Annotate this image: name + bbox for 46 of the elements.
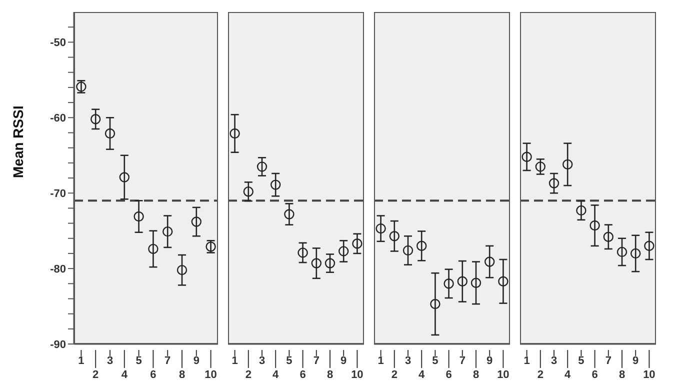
x-tick-label: 6 [446, 369, 452, 381]
x-tick-label: 4 [418, 369, 426, 381]
x-tick-label: 7 [313, 355, 320, 367]
x-tick-label: 1 [232, 355, 238, 367]
x-tick-label: 8 [618, 369, 626, 381]
x-tick-label: 5 [136, 355, 142, 367]
x-tick-label: 6 [592, 369, 598, 381]
x-tick-label: 1 [524, 355, 530, 367]
x-tick-label: 3 [550, 355, 558, 367]
x-tick-label: 2 [245, 369, 252, 381]
x-tick-label: 7 [164, 355, 171, 367]
x-tick-label: 7 [605, 355, 612, 367]
x-tick-label: 5 [578, 355, 584, 367]
x-tick-label: 2 [537, 369, 544, 381]
x-tick-label: 1 [78, 355, 84, 367]
x-tick-label: 10 [643, 369, 656, 381]
x-tick-label: 4 [272, 369, 280, 381]
x-tick-label: 3 [258, 355, 266, 367]
y-tick-label: -60 [50, 112, 66, 125]
x-tick-label: 1 [378, 355, 384, 367]
y-axis-title: Mean RSSI [10, 106, 26, 178]
x-tick-label: 10 [204, 369, 217, 381]
x-tick-label: 9 [340, 355, 347, 367]
x-tick-label: 10 [497, 369, 510, 381]
x-tick-label: 9 [193, 355, 200, 367]
x-tick-label: 4 [121, 369, 128, 381]
y-tick-label: -90 [50, 338, 66, 351]
x-tick-label: 5 [286, 355, 292, 367]
x-tick-label: 10 [351, 369, 364, 381]
x-tick-label: 4 [564, 369, 572, 381]
x-tick-label: 9 [632, 355, 639, 367]
x-tick-label: 3 [404, 355, 412, 367]
x-tick-label: 6 [150, 369, 156, 381]
y-tick-label: -80 [50, 263, 66, 276]
x-tick-label: 8 [178, 369, 186, 381]
x-tick-label: 8 [326, 369, 334, 381]
x-tick-label: 5 [432, 355, 438, 367]
x-tick-label: 2 [391, 369, 398, 381]
x-tick-label: 9 [486, 355, 493, 367]
y-tick-label: -70 [50, 188, 66, 200]
y-tick-label: -50 [50, 37, 66, 50]
x-tick-label: 3 [106, 355, 114, 367]
x-tick-label: 7 [459, 355, 466, 367]
x-tick-label: 8 [472, 369, 480, 381]
x-tick-label: 2 [92, 369, 99, 381]
x-tick-label: 6 [300, 369, 306, 381]
